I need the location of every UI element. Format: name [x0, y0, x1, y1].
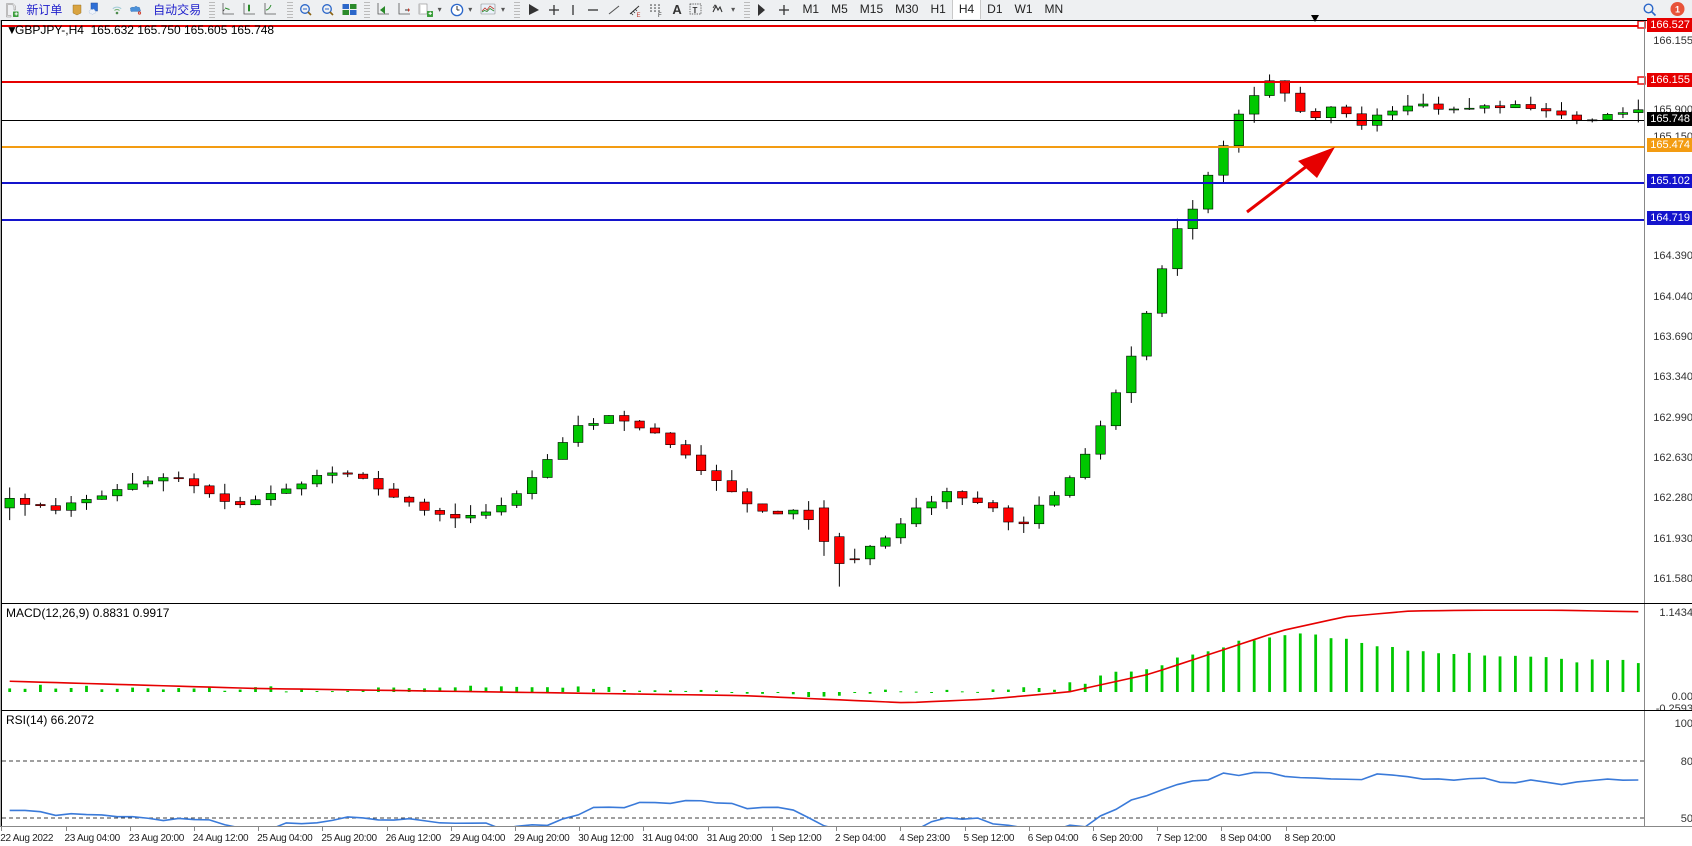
svg-text:1: 1: [1675, 5, 1680, 15]
svg-text:F: F: [658, 13, 662, 18]
svg-text:E: E: [637, 13, 641, 18]
svg-text:T: T: [693, 6, 698, 15]
